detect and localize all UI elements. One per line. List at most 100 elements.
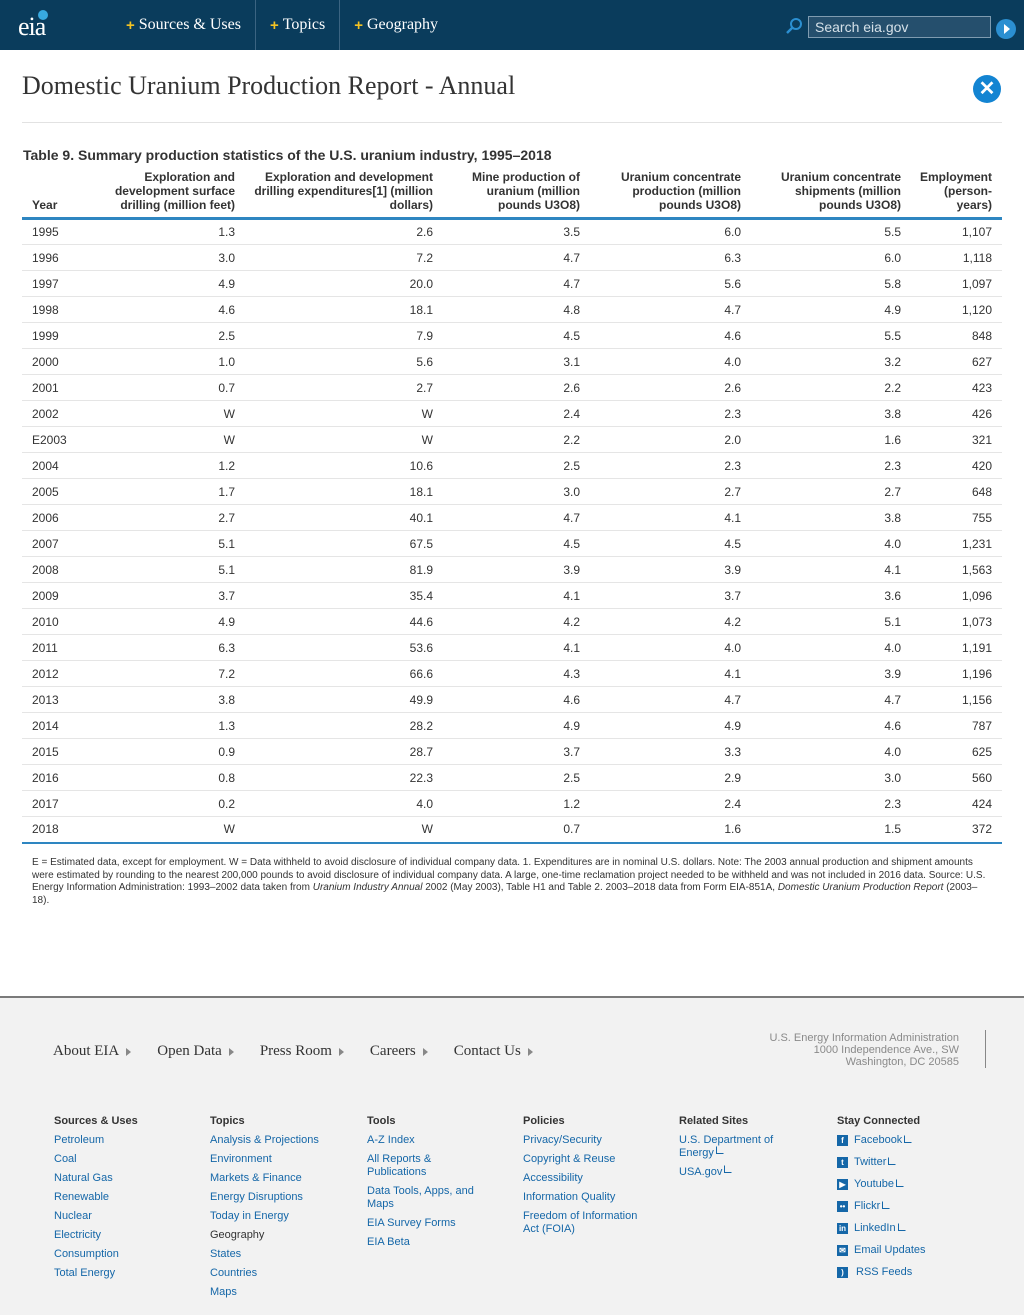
footer-link[interactable]: Countries xyxy=(210,1267,258,1279)
table-cell: 4.8 xyxy=(443,296,590,323)
table-cell: 1,196 xyxy=(911,660,1002,687)
table-cell: 4.6 xyxy=(751,712,911,739)
footer-link[interactable]: Privacy/Security xyxy=(523,1134,602,1146)
footer-nav-contact[interactable]: Contact Us xyxy=(454,1043,533,1060)
footer-link[interactable]: Petroleum xyxy=(54,1134,105,1146)
arrow-right-icon xyxy=(228,1047,234,1056)
social-facebook[interactable]: f Facebook xyxy=(837,1134,977,1147)
external-link-icon xyxy=(724,1165,733,1173)
plus-icon: + xyxy=(269,16,279,34)
footer-nav-open-data[interactable]: Open Data xyxy=(157,1043,234,1060)
table-cell: 5.5 xyxy=(751,218,911,245)
social-linkedin[interactable]: in LinkedIn xyxy=(837,1222,977,1235)
footer-nav-careers[interactable]: Careers xyxy=(370,1043,428,1060)
footer-link[interactable]: Data Tools, Apps, and Maps xyxy=(367,1185,474,1210)
table-cell: 4.6 xyxy=(443,686,590,713)
footer-link[interactable]: EIA Beta xyxy=(367,1236,410,1248)
footer-link[interactable]: Freedom of Information Act (FOIA) xyxy=(523,1210,638,1235)
table-cell: 648 xyxy=(911,478,1002,505)
table-cell: 1,231 xyxy=(911,530,1002,557)
arrow-right-icon xyxy=(527,1047,533,1056)
table-cell: 4.7 xyxy=(443,270,590,297)
footer-link[interactable]: Coal xyxy=(54,1153,77,1165)
column-header: Uranium concentrate production (million … xyxy=(590,168,751,220)
table-cell: 5.1 xyxy=(751,608,911,635)
external-link-icon xyxy=(897,1222,906,1231)
table-row: 1999 2.5 7.9 4.5 4.6 5.5 848 xyxy=(22,322,1002,349)
footer-nav: About EIA Open Data Press Room Careers C… xyxy=(53,1043,559,1060)
table-cell: 2.4 xyxy=(443,400,590,427)
facebook-icon: f xyxy=(837,1135,848,1146)
search-go-button[interactable] xyxy=(996,19,1016,39)
footer-link[interactable]: States xyxy=(210,1248,242,1260)
table-cell: 1.2 xyxy=(443,790,590,817)
social-email[interactable]: ✉ Email Updates xyxy=(837,1244,977,1257)
footer-link[interactable]: Energy Disruptions xyxy=(210,1191,303,1203)
column-header: Year xyxy=(22,168,109,220)
footer-link-external[interactable]: U.S. Department of Energy xyxy=(679,1134,794,1160)
footer-link[interactable]: Maps xyxy=(210,1286,237,1298)
footer-link[interactable]: Consumption xyxy=(54,1248,119,1260)
nav-geography[interactable]: + Geography xyxy=(340,0,452,50)
table-cell: 1.6 xyxy=(751,426,911,453)
footer-link[interactable]: Natural Gas xyxy=(54,1172,113,1184)
table-cell: 1.3 xyxy=(109,218,245,245)
footer-link[interactable]: Copyright & Reuse xyxy=(523,1153,616,1165)
table-cell: 1.2 xyxy=(109,452,245,479)
footer-link[interactable]: Analysis & Projections xyxy=(210,1134,319,1146)
footer-link[interactable]: Renewable xyxy=(54,1191,110,1203)
nav-sources-uses[interactable]: + Sources & Uses xyxy=(112,0,256,50)
footer-link[interactable]: Markets & Finance xyxy=(210,1172,302,1184)
eia-logo[interactable]: eia xyxy=(16,8,60,44)
table-cell: 3.8 xyxy=(109,686,245,713)
address-line: Washington, DC 20585 xyxy=(845,1056,959,1068)
arrow-right-icon xyxy=(126,1047,132,1056)
social-rss[interactable]: ) RSS Feeds xyxy=(837,1266,977,1279)
table-row: 2015 0.9 28.7 3.7 3.3 4.0 625 xyxy=(22,738,1002,765)
notes-text: E = Estimated data, except for employmen… xyxy=(32,857,986,893)
search-input[interactable]: Search eia.gov xyxy=(808,16,991,38)
table-cell: 2004 xyxy=(22,452,109,479)
table-cell: 4.0 xyxy=(590,634,751,661)
footer-link[interactable]: Environment xyxy=(210,1153,272,1165)
table-cell: W xyxy=(245,816,443,844)
footer-link[interactable]: Information Quality xyxy=(523,1191,616,1203)
footer-link-external[interactable]: USA.gov xyxy=(679,1165,794,1179)
footer-nav-press-room[interactable]: Press Room xyxy=(260,1043,344,1060)
search-icon[interactable] xyxy=(785,17,803,35)
table-cell: 2.2 xyxy=(751,374,911,401)
footer-link[interactable]: All Reports & Publications xyxy=(367,1153,432,1178)
footer-link[interactable]: Today in Energy xyxy=(210,1210,289,1222)
column-header: Exploration and development surface dril… xyxy=(109,168,245,220)
footer-link[interactable]: EIA Survey Forms xyxy=(367,1217,456,1229)
table-cell: 1,118 xyxy=(911,244,1002,271)
table-cell: 6.3 xyxy=(590,244,751,271)
table-cell: 4.1 xyxy=(443,634,590,661)
table-cell: 2.3 xyxy=(751,790,911,817)
table-row: 2013 3.8 49.9 4.6 4.7 4.7 1,156 xyxy=(22,686,1002,713)
footer-link[interactable]: Nuclear xyxy=(54,1210,92,1222)
close-button[interactable]: ✕ xyxy=(973,75,1001,103)
table-cell: 49.9 xyxy=(245,686,443,713)
footer-col-tools: Tools A-Z Index All Reports & Publicatio… xyxy=(367,1115,477,1255)
table-cell: 2.2 xyxy=(443,426,590,453)
footer-heading: Stay Connected xyxy=(837,1115,921,1127)
table-row: 2006 2.7 40.1 4.7 4.1 3.8 755 xyxy=(22,504,1002,531)
footer-link[interactable]: Total Energy xyxy=(54,1267,116,1279)
table-cell: 2012 xyxy=(22,660,109,687)
footer-nav-label: Press Room xyxy=(259,1043,332,1059)
footer-nav-about[interactable]: About EIA xyxy=(53,1043,132,1060)
table-cell: W xyxy=(245,426,443,453)
table-cell: 3.0 xyxy=(109,244,245,271)
social-youtube[interactable]: ▶ Youtube xyxy=(837,1178,977,1191)
table-cell: 28.2 xyxy=(245,712,443,739)
table-cell: 66.6 xyxy=(245,660,443,687)
footer-link[interactable]: A-Z Index xyxy=(367,1134,415,1146)
nav-topics[interactable]: + Topics xyxy=(256,0,341,50)
social-flickr[interactable]: •• Flickr xyxy=(837,1200,977,1213)
footer-link[interactable]: Electricity xyxy=(54,1229,102,1241)
footer-link[interactable]: Accessibility xyxy=(523,1172,583,1184)
table-cell: 3.7 xyxy=(109,582,245,609)
notes-italic: Uranium Industry Annual xyxy=(312,882,423,893)
social-twitter[interactable]: t Twitter xyxy=(837,1156,977,1169)
